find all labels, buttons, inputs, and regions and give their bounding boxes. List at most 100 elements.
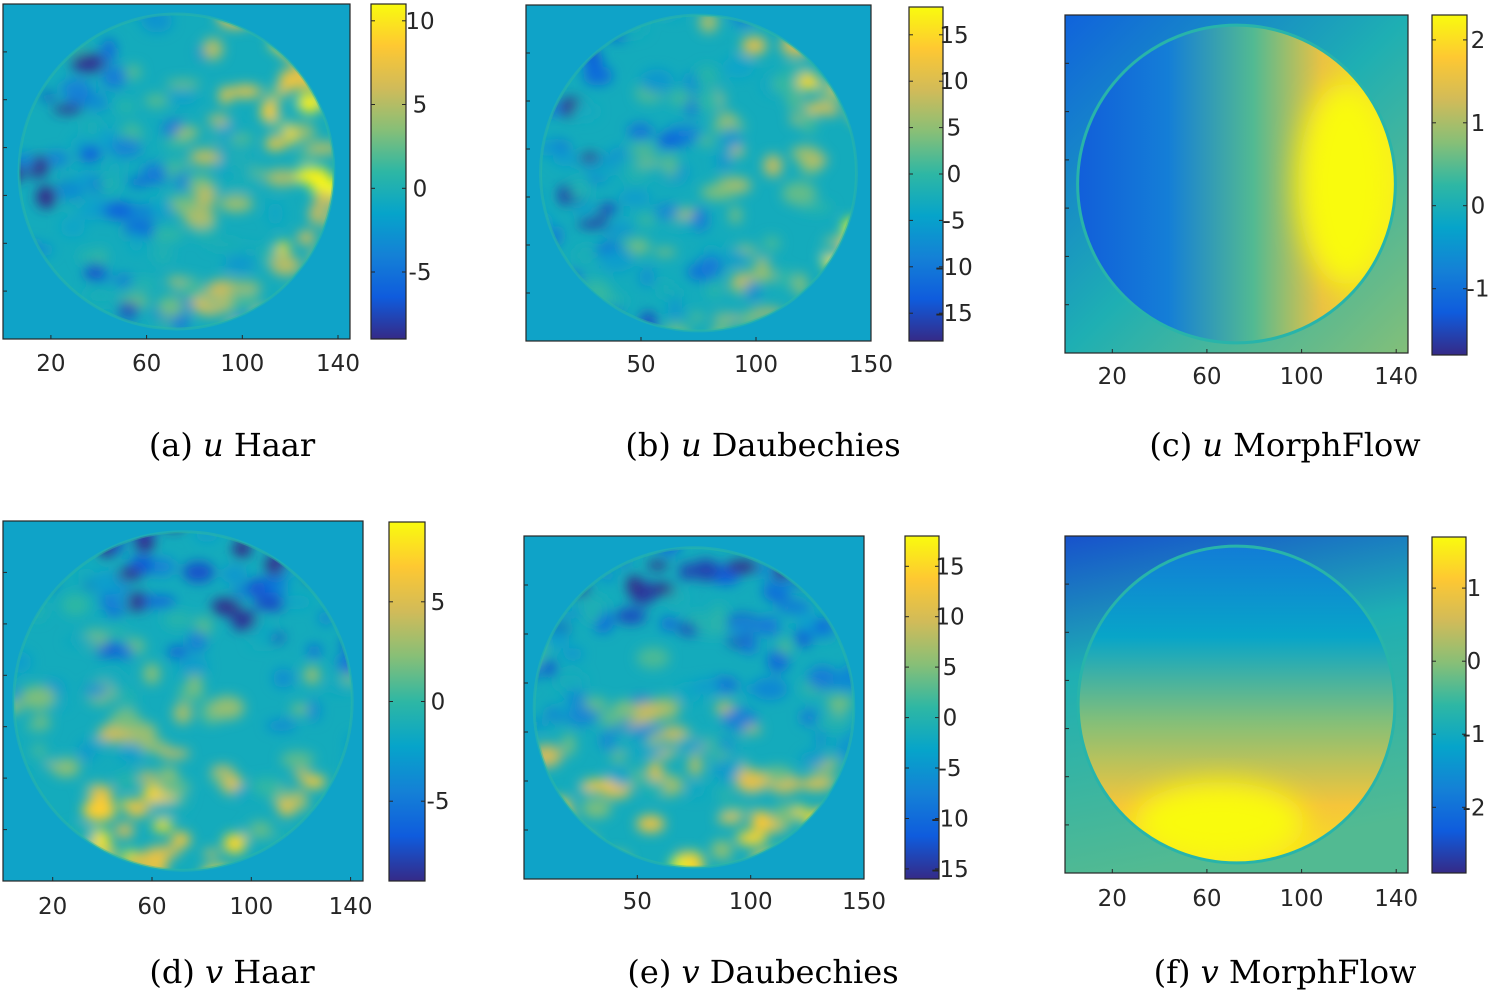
colorbar-tick-label: -1 — [1467, 277, 1490, 303]
heatmap-blob — [60, 78, 92, 100]
x-tick-label: 20 — [1098, 886, 1127, 912]
heatmap-blob — [159, 749, 190, 758]
heatmap-blob — [675, 217, 695, 232]
heatmap-blob — [679, 562, 693, 581]
heatmap-blob — [174, 126, 200, 139]
caption-variable: v — [681, 953, 699, 991]
heatmap-blob — [697, 255, 724, 276]
heatmap-blob — [309, 204, 324, 225]
heatmap-blob — [103, 201, 135, 221]
heatmap-blob — [270, 255, 302, 276]
x-tick-label: 20 — [36, 351, 65, 377]
heatmap-blob — [19, 152, 36, 172]
caption-prefix: (a) — [149, 426, 203, 464]
caption-method: Daubechies — [700, 953, 899, 991]
heatmap-blob — [741, 36, 767, 55]
heatmap-blob — [144, 94, 169, 108]
heatmap-blob — [574, 246, 598, 265]
heatmap-blob — [615, 608, 647, 624]
heatmap-blob — [677, 739, 706, 752]
heatmap-blob — [143, 663, 161, 685]
colorbar-tick-label: 1 — [1467, 576, 1482, 602]
caption-variable: v — [205, 953, 223, 991]
heatmap-blob — [590, 164, 616, 176]
heatmap-blob — [127, 279, 159, 289]
x-tick-label: 150 — [849, 352, 893, 378]
heatmap-blob — [144, 173, 169, 183]
heatmap-blob — [601, 227, 635, 236]
heatmap-blob — [636, 647, 670, 669]
heatmap-blob — [772, 804, 797, 828]
heatmap-blob — [718, 790, 733, 799]
heatmap-blob — [762, 235, 781, 251]
heatmap-blob — [84, 738, 110, 750]
heatmap-blob — [272, 668, 294, 688]
heatmap-blob — [129, 722, 158, 744]
heatmap-blob — [699, 136, 714, 146]
heatmap-blob — [52, 758, 80, 777]
heatmap-blob — [229, 85, 262, 98]
heatmap-blob — [800, 708, 818, 726]
heatmap-blob — [83, 683, 109, 698]
heatmap-blob — [636, 815, 665, 833]
panel-a: 20 60 100 140 10 5 0 -5 (a) u Haar — [2, 3, 435, 464]
heatmap-blob — [761, 766, 794, 784]
heatmap-blob — [582, 65, 613, 86]
heatmap-blob — [612, 731, 640, 753]
heatmap-blob — [767, 649, 789, 673]
heatmap-blob — [43, 151, 70, 167]
heatmap-blob — [729, 206, 742, 225]
heatmap-blob — [306, 644, 322, 657]
heatmap-blob — [19, 685, 56, 710]
heatmap-blob — [125, 799, 150, 818]
heatmap-image — [526, 5, 871, 341]
heatmap-blob — [183, 208, 217, 228]
heatmap-blob — [117, 568, 142, 581]
heatmap-blob — [110, 709, 141, 731]
heatmap-blob — [267, 201, 283, 226]
heatmap-blob — [148, 194, 162, 210]
heatmap-blob — [219, 87, 232, 104]
heatmap-blob — [731, 617, 757, 635]
heatmap-blob — [569, 102, 599, 121]
heatmap-blob — [109, 137, 142, 158]
heatmap-blob — [176, 281, 206, 300]
heatmap-blob — [763, 154, 783, 177]
heatmap-blob — [718, 113, 737, 123]
heatmap-blob — [690, 312, 704, 323]
heatmap-image — [1065, 15, 1408, 353]
heatmap-blob — [778, 638, 792, 656]
heatmap-blob — [704, 737, 721, 753]
colorbar-tick-label: 5 — [431, 590, 446, 616]
heatmap-blob — [783, 62, 813, 73]
colorbar-tick-label: -10 — [931, 807, 969, 833]
colorbar-tick-label: 10 — [405, 9, 434, 35]
colorbar-tick-label: 15 — [939, 23, 968, 49]
x-tick-label: 60 — [1192, 364, 1221, 390]
heatmap-blob — [1133, 782, 1306, 863]
heatmap-blob — [104, 626, 127, 640]
heatmap-blob — [555, 671, 576, 692]
x-tick-label: 100 — [734, 352, 778, 378]
heatmap-blob — [308, 700, 321, 722]
heatmap-blob — [663, 153, 678, 178]
x-tick-label: 140 — [1374, 886, 1418, 912]
heatmap-blob — [138, 771, 157, 783]
caption-variable: u — [681, 426, 702, 464]
x-tick-label: 100 — [220, 351, 264, 377]
heatmap-blob — [278, 70, 293, 94]
heatmap-blob — [647, 560, 668, 570]
colorbar-tick-label: 15 — [935, 554, 964, 580]
heatmap-blob — [640, 69, 674, 93]
heatmap-blob — [186, 674, 203, 694]
heatmap-blob — [167, 646, 188, 659]
heatmap-blob — [722, 708, 757, 732]
panel-f: 20 60 100 140 1 0 -1 -2 (f) v MorphFlow — [1064, 535, 1485, 991]
heatmap-blob — [565, 690, 587, 706]
caption-prefix: (f) — [1154, 953, 1201, 991]
heatmap-blob — [629, 144, 657, 155]
heatmap-blob — [695, 65, 719, 87]
heatmap-blob — [656, 279, 670, 291]
heatmap-blob — [276, 241, 290, 255]
